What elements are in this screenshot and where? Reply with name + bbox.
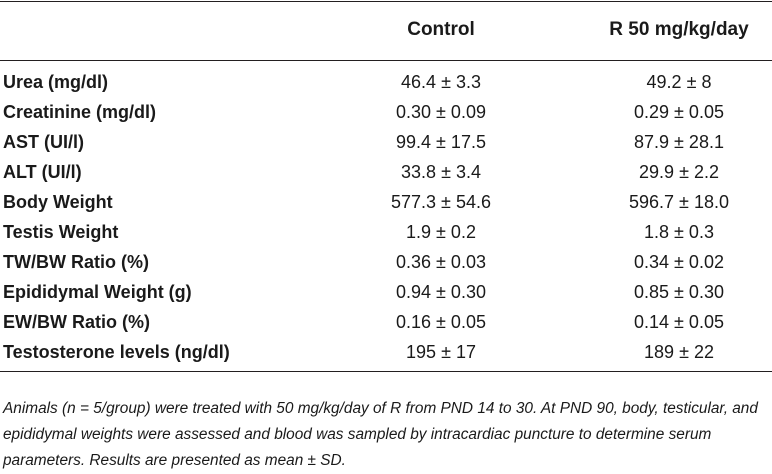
row-treated-value: 596.7 ± 18.0 (629, 192, 729, 212)
row-label: Testosterone levels (ng/dl) (3, 342, 230, 362)
table-top-rule (0, 1, 772, 2)
row-label: EW/BW Ratio (%) (3, 312, 150, 332)
row-control-value: 0.30 ± 0.09 (396, 102, 486, 122)
table-row: EW/BW Ratio (%) 0.16 ± 0.05 0.14 ± 0.05 (0, 307, 772, 337)
row-control-value: 33.8 ± 3.4 (401, 162, 481, 182)
row-treated-value: 189 ± 22 (644, 342, 714, 362)
table-footnote: Animals (n = 5/group) were treated with … (3, 400, 758, 470)
row-treated-value: 87.9 ± 28.1 (634, 132, 724, 152)
table-header-rule (0, 60, 772, 61)
row-label: ALT (UI/l) (3, 162, 82, 182)
row-control-value: 195 ± 17 (406, 342, 476, 362)
row-control-value: 577.3 ± 54.6 (391, 192, 491, 212)
table-row: ALT (UI/l) 33.8 ± 3.4 29.9 ± 2.2 (0, 157, 772, 187)
row-treated-value: 0.85 ± 0.30 (634, 282, 724, 302)
row-label: Testis Weight (3, 222, 119, 242)
table-row: Body Weight 577.3 ± 54.6 596.7 ± 18.0 (0, 187, 772, 217)
table-row: Urea (mg/dl) 46.4 ± 3.3 49.2 ± 8 (0, 67, 772, 97)
table-row: Testosterone levels (ng/dl) 195 ± 17 189… (0, 337, 772, 367)
table-body: Urea (mg/dl) 46.4 ± 3.3 49.2 ± 8 Creatin… (0, 67, 772, 367)
row-label: AST (UI/l) (3, 132, 84, 152)
row-control-value: 1.9 ± 0.2 (406, 222, 476, 242)
table-row: Creatinine (mg/dl) 0.30 ± 0.09 0.29 ± 0.… (0, 97, 772, 127)
row-treated-value: 0.34 ± 0.02 (634, 252, 724, 272)
row-control-value: 0.16 ± 0.05 (396, 312, 486, 332)
row-control-value: 46.4 ± 3.3 (401, 72, 481, 92)
row-treated-value: 29.9 ± 2.2 (639, 162, 719, 182)
header-treated: R 50 mg/kg/day (609, 19, 749, 40)
row-treated-value: 0.29 ± 0.05 (634, 102, 724, 122)
table-row: Testis Weight 1.9 ± 0.2 1.8 ± 0.3 (0, 217, 772, 247)
row-label: Creatinine (mg/dl) (3, 102, 157, 122)
row-label: Epididymal Weight (g) (3, 282, 192, 302)
table-row: AST (UI/l) 99.4 ± 17.5 87.9 ± 28.1 (0, 127, 772, 157)
row-label: Urea (mg/dl) (3, 72, 109, 92)
row-control-value: 0.36 ± 0.03 (396, 252, 486, 272)
table-row: TW/BW Ratio (%) 0.36 ± 0.03 0.34 ± 0.02 (0, 247, 772, 277)
table-bottom-rule (0, 371, 772, 372)
row-treated-value: 1.8 ± 0.3 (644, 222, 714, 242)
row-treated-value: 49.2 ± 8 (646, 72, 712, 92)
table-header-row: Control R 50 mg/kg/day (0, 2, 772, 60)
row-control-value: 0.94 ± 0.30 (396, 282, 486, 302)
row-label: Body Weight (3, 192, 113, 212)
row-treated-value: 0.14 ± 0.05 (634, 312, 724, 332)
header-control: Control (407, 19, 475, 40)
row-label: TW/BW Ratio (%) (3, 252, 149, 272)
table-row: Epididymal Weight (g) 0.94 ± 0.30 0.85 ±… (0, 277, 772, 307)
row-control-value: 99.4 ± 17.5 (396, 132, 486, 152)
